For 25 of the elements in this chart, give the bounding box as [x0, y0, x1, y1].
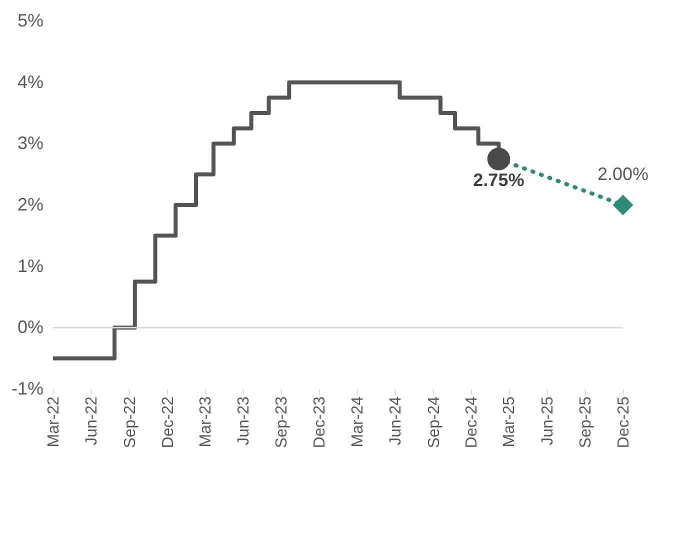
x-tick-label: Jun-22 [84, 396, 101, 446]
x-tick-label: Sep-23 [274, 396, 291, 448]
x-tick-label: Mar-25 [501, 396, 518, 448]
x-tick-label: Dec-24 [464, 396, 481, 448]
x-tick-label: Mar-22 [46, 396, 62, 448]
x-tick-label: Sep-24 [426, 396, 443, 448]
x-tick-label: Dec-25 [616, 396, 632, 448]
x-tick-label: Jun-24 [388, 396, 405, 446]
x-tick-label: Jun-25 [539, 396, 556, 446]
y-tick-label: 3% [17, 133, 44, 154]
x-tick-label: Jun-23 [236, 396, 252, 446]
y-tick-label: 4% [17, 72, 44, 92]
x-tick-label: Sep-22 [122, 396, 139, 448]
x-tick-label: Sep-25 [578, 396, 595, 448]
x-tick-label: Mar-24 [349, 396, 366, 448]
y-tick-label: 5% [17, 10, 44, 30]
y-tick-label: -1% [11, 378, 44, 398]
x-tick-label: Dec-23 [312, 396, 329, 448]
x-tick-label: Dec-22 [160, 396, 177, 448]
y-tick-label: 2% [17, 194, 44, 214]
x-tick-label: Mar-23 [197, 396, 214, 448]
data-label: 2.75% [473, 170, 524, 190]
data-label: 2.00% [597, 164, 649, 184]
y-tick-label: 0% [17, 317, 44, 338]
y-tick-label: 1% [17, 256, 44, 276]
